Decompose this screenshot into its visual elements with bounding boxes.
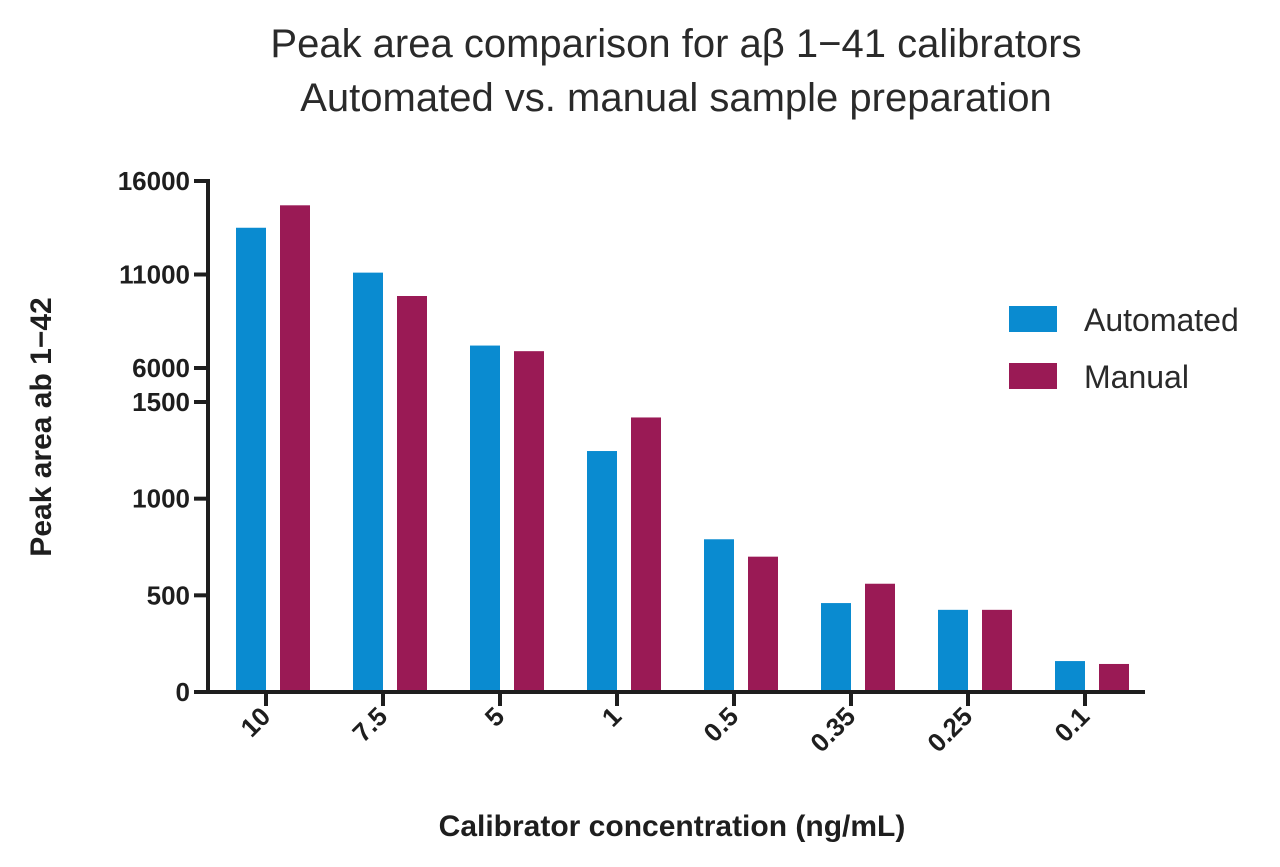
bar-automated-0.25 bbox=[938, 609, 968, 692]
x-tick-label: 0.1 bbox=[1048, 701, 1095, 748]
y-axis-title: Peak area ab 1−42 bbox=[25, 297, 58, 556]
chart-title: Peak area comparison for aβ 1−41 calibra… bbox=[270, 22, 1082, 66]
chart-subtitle: Automated vs. manual sample preparation bbox=[300, 76, 1052, 120]
bar-automated-7.5 bbox=[353, 272, 383, 692]
legend-swatch-manual bbox=[1009, 363, 1057, 389]
y-tick-label: 11000 bbox=[119, 260, 190, 290]
bar-automated-10 bbox=[236, 227, 266, 692]
bar-manual-5 bbox=[514, 351, 544, 692]
bar-manual-10 bbox=[280, 205, 310, 692]
y-tick-label: 500 bbox=[147, 580, 190, 610]
y-tick-label: 6000 bbox=[132, 353, 190, 383]
x-tick-label: 10 bbox=[235, 701, 277, 743]
y-tick-label: 0 bbox=[176, 677, 190, 707]
x-tick-label: 7.5 bbox=[346, 701, 393, 748]
legend-label-automated: Automated bbox=[1084, 302, 1239, 338]
bar-manual-1 bbox=[631, 417, 661, 692]
y-tick-label: 1000 bbox=[132, 484, 190, 514]
x-axis-title: Calibrator concentration (ng/mL) bbox=[439, 810, 906, 843]
axes-group bbox=[206, 179, 1145, 694]
bar-manual-0.25 bbox=[982, 609, 1012, 692]
bar-automated-1 bbox=[587, 451, 617, 692]
x-tick-label: 1 bbox=[596, 701, 627, 732]
legend-swatch-automated bbox=[1009, 306, 1057, 332]
bar-manual-7.5 bbox=[397, 296, 427, 692]
x-tick-label: 5 bbox=[479, 701, 510, 732]
x-tick-label: 0.25 bbox=[921, 701, 978, 758]
legend-label-manual: Manual bbox=[1084, 359, 1189, 395]
bar-manual-0.35 bbox=[865, 583, 895, 692]
bar-automated-0.5 bbox=[704, 539, 734, 692]
x-ticks-group: 10 7.5 5 1 0.5 0.35 0.25 0.1 bbox=[235, 692, 1095, 758]
bar-automated-0.1 bbox=[1055, 661, 1085, 692]
bar-automated-5 bbox=[470, 345, 500, 692]
x-tick-label: 0.5 bbox=[697, 701, 744, 748]
y-ticks-group: 0 500 1000 1500 6000 11000 16000 bbox=[118, 166, 208, 707]
legend: Automated Manual bbox=[1009, 302, 1239, 395]
bar-automated-0.35 bbox=[821, 603, 851, 692]
y-tick-label: 16000 bbox=[118, 166, 190, 196]
y-tick-label: 1500 bbox=[132, 387, 190, 417]
bars-group bbox=[236, 205, 1129, 692]
x-tick-label: 0.35 bbox=[804, 701, 861, 758]
bar-manual-0.1 bbox=[1099, 663, 1129, 692]
bar-manual-0.5 bbox=[748, 556, 778, 692]
